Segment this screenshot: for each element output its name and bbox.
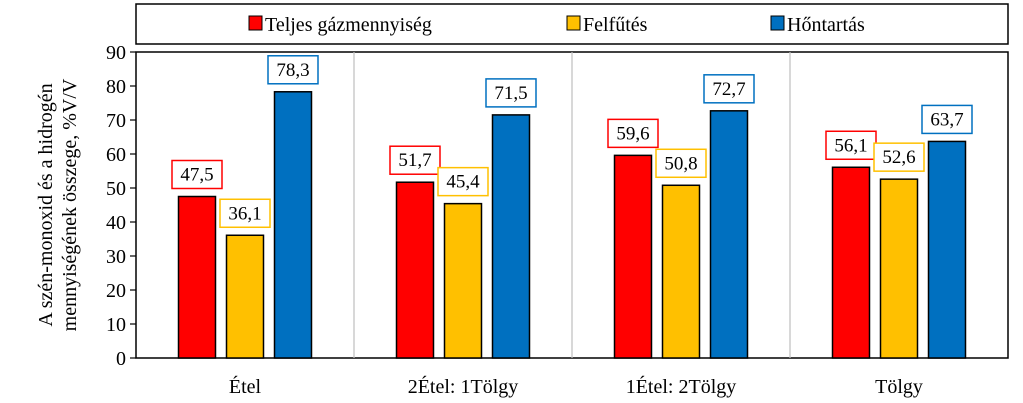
data-label-box bbox=[171, 159, 223, 190]
y-tick-label: 90 bbox=[106, 42, 126, 64]
category-label: Tölgy bbox=[875, 376, 923, 398]
data-label-box bbox=[485, 78, 537, 108]
data-label-box bbox=[921, 104, 973, 135]
data-label-text: 36,1 bbox=[228, 203, 261, 224]
category-labels: Étel 2Étel: 1Tölgy 1Étel: 2Tölgy Tölgy bbox=[229, 375, 923, 398]
data-label-box bbox=[437, 166, 489, 197]
y-tick-label: 50 bbox=[106, 178, 126, 200]
y-axis-title: A szén-monoxid és a hidrogén mennyiségén… bbox=[35, 78, 81, 331]
bars bbox=[177, 91, 967, 359]
data-label-text: 47,5 bbox=[180, 165, 213, 186]
data-label: 78,3 bbox=[267, 55, 319, 85]
data-label: 72,7 bbox=[703, 74, 755, 104]
bar bbox=[273, 91, 313, 359]
bar bbox=[661, 184, 701, 359]
bar bbox=[927, 140, 967, 359]
data-label-text: 50,8 bbox=[664, 153, 697, 174]
data-label-box bbox=[703, 74, 755, 104]
category-label: Étel bbox=[229, 375, 262, 398]
data-label-box bbox=[873, 142, 925, 172]
bar bbox=[613, 154, 653, 359]
data-label-box bbox=[219, 198, 271, 229]
legend-swatch-0 bbox=[248, 15, 263, 31]
bar bbox=[491, 114, 531, 359]
data-label-box bbox=[655, 148, 707, 179]
legend-label-2: Hőntartás bbox=[787, 14, 865, 36]
data-label-text: 45,4 bbox=[446, 172, 480, 193]
legend-label-1: Felfűtés bbox=[583, 14, 648, 36]
data-label-text: 71,5 bbox=[494, 83, 527, 104]
y-tick-label: 80 bbox=[106, 76, 126, 98]
category-label: 2Étel: 1Tölgy bbox=[408, 375, 519, 398]
y-tick-label: 70 bbox=[106, 110, 126, 132]
legend-label-0: Teljes gázmennyiség bbox=[265, 14, 432, 36]
data-label-text: 51,7 bbox=[398, 150, 431, 171]
data-label: 36,1 bbox=[219, 198, 271, 229]
legend-swatch-1 bbox=[566, 15, 581, 31]
data-label-text: 56,1 bbox=[834, 135, 867, 156]
y-axis-ticks: 0 10 20 30 40 50 60 70 80 90 bbox=[106, 42, 136, 370]
data-label-text: 78,3 bbox=[276, 60, 309, 81]
y-axis-title-line-1: A szén-monoxid és a hidrogén bbox=[35, 83, 57, 326]
category-separators bbox=[353, 52, 791, 358]
data-label-text: 52,6 bbox=[882, 147, 915, 168]
y-axis-title-line-2: mennyiségének összege, %V/V bbox=[59, 78, 81, 331]
data-label-box bbox=[389, 145, 441, 175]
bar bbox=[443, 202, 483, 359]
bar bbox=[831, 166, 871, 359]
category-label: 1Étel: 2Tölgy bbox=[626, 375, 737, 398]
data-label-text: 59,6 bbox=[616, 123, 649, 144]
bar bbox=[177, 195, 217, 359]
y-tick-label: 40 bbox=[106, 212, 126, 234]
data-label-box bbox=[825, 130, 877, 161]
data-label: 52,6 bbox=[873, 142, 925, 172]
data-label-box bbox=[267, 55, 319, 85]
y-tick-label: 20 bbox=[106, 280, 126, 302]
y-tick-label: 0 bbox=[116, 348, 126, 370]
legend: Teljes gázmennyiség Felfűtés Hőntartás bbox=[135, 3, 1009, 45]
data-label: 59,6 bbox=[607, 118, 659, 149]
data-label-text: 63,7 bbox=[930, 109, 963, 130]
data-label-box bbox=[607, 118, 659, 149]
data-label: 56,1 bbox=[825, 130, 877, 161]
y-tick-label: 10 bbox=[106, 314, 126, 336]
data-label-text: 72,7 bbox=[712, 79, 745, 100]
y-tick-label: 60 bbox=[106, 144, 126, 166]
data-label: 45,4 bbox=[437, 166, 489, 197]
legend-swatch-2 bbox=[770, 15, 785, 31]
bar bbox=[395, 181, 435, 359]
bar bbox=[225, 234, 265, 359]
y-tick-label: 30 bbox=[106, 246, 126, 268]
data-label: 47,5 bbox=[171, 159, 223, 190]
data-label: 50,8 bbox=[655, 148, 707, 179]
bar bbox=[879, 178, 919, 359]
data-label: 51,7 bbox=[389, 145, 441, 175]
data-label: 63,7 bbox=[921, 104, 973, 135]
bar bbox=[709, 110, 749, 359]
data-labels: 47,5 36,1 78,3 51,7 45,4 71,5 59,6 50,8 72,7 56,1… bbox=[171, 55, 973, 229]
data-label: 71,5 bbox=[485, 78, 537, 108]
